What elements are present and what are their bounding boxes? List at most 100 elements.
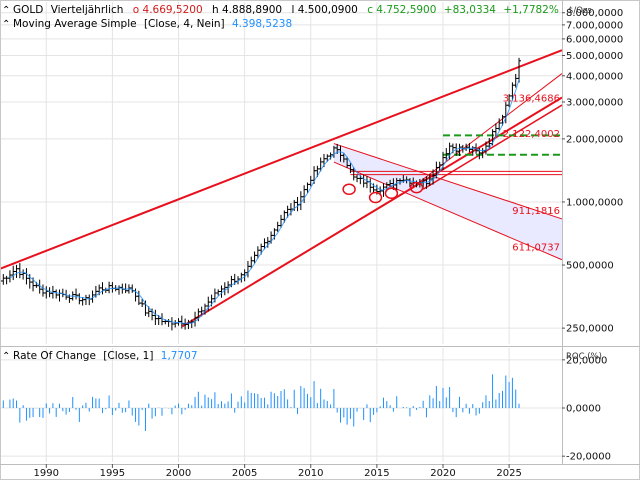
channel-band bbox=[333, 143, 562, 260]
time-tick-label: 1990 bbox=[34, 468, 59, 479]
bottom-circle bbox=[384, 187, 399, 200]
price-tick-label: 4.000,0000 bbox=[566, 71, 623, 82]
annotation-label: 611,0737 bbox=[512, 242, 560, 253]
svg-text:GOLD Vierteljährlich: GOLD Vierteljährlich o 4.669,5200 h 4.88… bbox=[13, 4, 559, 16]
roc-tick-label: 0,0000 bbox=[566, 404, 601, 415]
price-tick-label: 500,0000 bbox=[566, 261, 614, 272]
sma-collapse-icon[interactable]: ⌃ bbox=[2, 19, 10, 30]
ohlc-bar bbox=[110, 282, 115, 293]
grid bbox=[0, 2, 562, 462]
time-tick-label: 2020 bbox=[430, 468, 455, 479]
trendline-channel-top bbox=[333, 143, 563, 220]
ohlc-bar bbox=[21, 269, 26, 280]
trendline-inner-support bbox=[422, 104, 563, 190]
ohlc-bar bbox=[176, 318, 181, 326]
ohlc-bar bbox=[44, 286, 49, 299]
close-value: c 4.752,5900 bbox=[367, 4, 436, 16]
ohlc-bar bbox=[117, 285, 122, 295]
ohlc-bar bbox=[222, 282, 227, 296]
price-tick-label: 1.000,0000 bbox=[566, 197, 623, 208]
ohlc-bar bbox=[107, 281, 112, 294]
trendline-channel-bottom bbox=[333, 161, 563, 261]
ohlc-bar bbox=[14, 264, 19, 278]
roc-value: 1,7707 bbox=[161, 350, 198, 362]
ohlc-bar bbox=[74, 288, 79, 300]
price-header: ⌃ GOLD Vierteljährlich o 4.669,5200 h 4.… bbox=[2, 4, 592, 30]
trend-channel-band bbox=[333, 143, 562, 260]
ohlc-bar bbox=[143, 300, 148, 316]
roc-header: ⌃ Rate Of Change [Close, 1] 1,7707 ROC (… bbox=[2, 350, 602, 362]
change-pct-value: +1,7782% bbox=[503, 4, 559, 16]
collapse-icon[interactable]: ⌃ bbox=[2, 5, 10, 16]
ohlc-bar bbox=[77, 293, 82, 305]
ohlc-bar bbox=[325, 154, 330, 162]
sma-line bbox=[9, 79, 520, 324]
interval-label: Vierteljährlich bbox=[51, 4, 124, 16]
trendline-channel-upper bbox=[409, 73, 563, 190]
roc-axis: 20,0000 0,0000 -20,0000 bbox=[562, 355, 611, 463]
time-tick-label: 2015 bbox=[364, 468, 389, 479]
time-tick-label: 2025 bbox=[496, 468, 521, 479]
sma-value: 4.398,5238 bbox=[232, 18, 292, 30]
ohlc-bar bbox=[7, 270, 12, 283]
price-tick-label: 2.000,0000 bbox=[566, 134, 623, 145]
price-tick-label: 250,0000 bbox=[566, 324, 614, 335]
ohlc-bar bbox=[40, 284, 45, 297]
sma-params: [Close, 4, Nein] bbox=[144, 18, 225, 30]
high-value: h 4.888,8900 bbox=[212, 4, 282, 16]
ohlc-bar bbox=[1, 274, 6, 285]
bottom-circle bbox=[409, 181, 424, 194]
roc-collapse-icon[interactable]: ⌃ bbox=[2, 351, 10, 362]
symbol-label: GOLD bbox=[13, 4, 43, 16]
ohlc-bar bbox=[130, 284, 135, 293]
time-tick-label: 2000 bbox=[166, 468, 191, 479]
annotation-label: 3.136,4686 bbox=[503, 93, 560, 104]
ohlc-bar bbox=[87, 294, 92, 306]
price-annotations: 3.136,4686 2.122,4002 911,1816 611,0737 bbox=[503, 93, 560, 253]
roc-series bbox=[2, 374, 520, 431]
ohlc-bar bbox=[11, 265, 16, 281]
ohlc-bar bbox=[123, 283, 128, 294]
roc-tick-label: 20,0000 bbox=[566, 355, 607, 366]
time-tick-label: 1995 bbox=[100, 468, 125, 479]
annotation-label: 911,1816 bbox=[512, 206, 560, 217]
ohlc-bar bbox=[4, 275, 9, 285]
trendlines[interactable] bbox=[0, 49, 563, 328]
price-tick-label: 3.000,0000 bbox=[566, 97, 623, 108]
trendline-long-term-top bbox=[0, 49, 563, 270]
bottom-circle bbox=[368, 191, 383, 204]
roc-label: Rate Of Change bbox=[13, 350, 96, 362]
price-unit-label: $/Ozs bbox=[568, 6, 592, 16]
ohlc-bar bbox=[60, 288, 65, 298]
ohlc-bar bbox=[173, 320, 178, 328]
svg-text:Rate Of Change [Close, 1: Rate Of Change [Close, 1] 1,7707 bbox=[13, 350, 198, 362]
annotation-label: 2.122,4002 bbox=[503, 129, 560, 140]
ohlc-bar bbox=[83, 294, 88, 305]
roc-unit-label: ROC (%) bbox=[566, 352, 602, 362]
roc-tick-label: -20,0000 bbox=[566, 452, 611, 463]
bottom-circle bbox=[342, 183, 356, 195]
open-value: o 4.669,5200 bbox=[133, 4, 203, 16]
roc-params: [Close, 1] bbox=[103, 350, 153, 362]
time-tick-label: 2010 bbox=[298, 468, 323, 479]
ohlc-bar bbox=[24, 268, 29, 285]
ohlc-bar bbox=[54, 289, 59, 299]
bottom-markers bbox=[342, 181, 424, 204]
ohlc-bar bbox=[517, 57, 522, 83]
ohlc-bar bbox=[57, 289, 62, 302]
time-tick-label: 2005 bbox=[232, 468, 257, 479]
svg-text:Moving Average Simple [C: Moving Average Simple [Close, 4, Nein] 4… bbox=[13, 18, 292, 30]
low-value: l 4.500,0900 bbox=[291, 4, 357, 16]
price-tick-label: 7.000,0000 bbox=[566, 20, 623, 31]
price-tick-label: 8.000,0000 bbox=[566, 8, 623, 19]
price-tick-label: 5.000,0000 bbox=[566, 51, 623, 62]
ohlc-bar bbox=[153, 309, 158, 325]
sma-label: Moving Average Simple bbox=[13, 18, 137, 30]
change-value: +83,0334 bbox=[444, 4, 497, 16]
ohlc-bar bbox=[361, 174, 366, 188]
price-tick-label: 6.000,0000 bbox=[566, 34, 623, 45]
ohlc-bar bbox=[295, 196, 300, 212]
ohlc-bar bbox=[368, 178, 373, 193]
